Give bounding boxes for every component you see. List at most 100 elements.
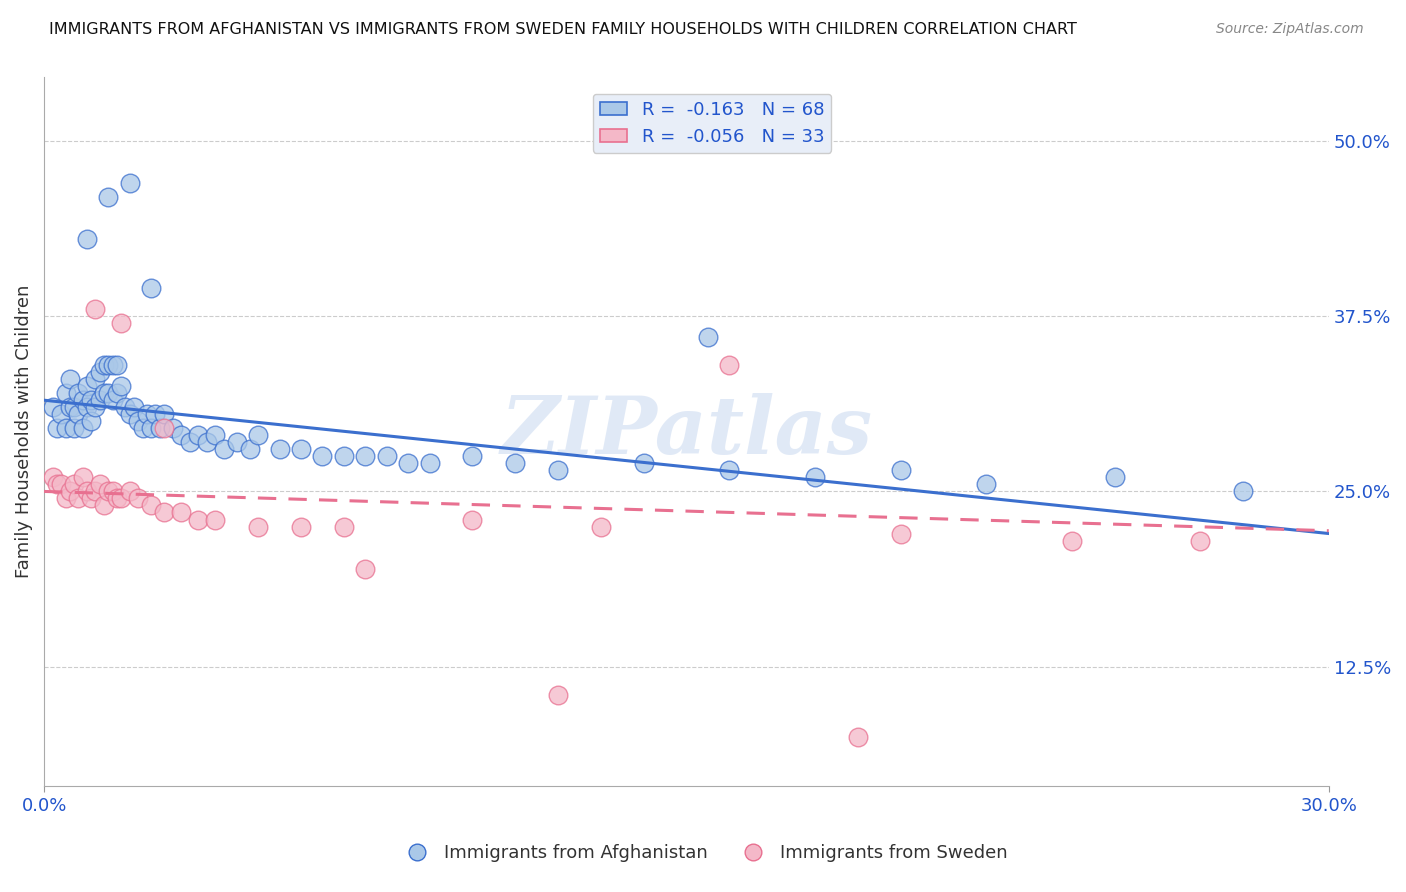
Point — [141, 499, 163, 513]
Point — [76, 379, 98, 393]
Point — [118, 176, 141, 190]
Point — [114, 401, 136, 415]
Point — [718, 358, 741, 372]
Point — [97, 358, 120, 372]
Point — [55, 421, 77, 435]
Point — [55, 386, 77, 401]
Point — [76, 401, 98, 415]
Point — [503, 456, 526, 470]
Point — [97, 484, 120, 499]
Point — [76, 484, 98, 499]
Point — [84, 301, 107, 316]
Point — [633, 456, 655, 470]
Point — [145, 407, 167, 421]
Point — [89, 477, 111, 491]
Point — [105, 386, 128, 401]
Point — [718, 463, 741, 477]
Point — [547, 688, 569, 702]
Point — [1189, 533, 1212, 548]
Legend: R =  -0.163   N = 68, R =  -0.056   N = 33: R = -0.163 N = 68, R = -0.056 N = 33 — [593, 94, 831, 153]
Point — [118, 407, 141, 421]
Legend: Immigrants from Afghanistan, Immigrants from Sweden: Immigrants from Afghanistan, Immigrants … — [391, 838, 1015, 870]
Point — [51, 407, 73, 421]
Point — [97, 190, 120, 204]
Point — [204, 428, 226, 442]
Y-axis label: Family Households with Children: Family Households with Children — [15, 285, 32, 579]
Point — [195, 435, 218, 450]
Point — [80, 491, 103, 506]
Point — [89, 365, 111, 379]
Point — [105, 491, 128, 506]
Point — [846, 730, 869, 744]
Point — [110, 379, 132, 393]
Point — [153, 506, 176, 520]
Point — [84, 401, 107, 415]
Point — [131, 421, 153, 435]
Point — [179, 435, 201, 450]
Point — [80, 414, 103, 428]
Point — [589, 519, 612, 533]
Point — [290, 519, 312, 533]
Point — [63, 477, 86, 491]
Point — [93, 499, 115, 513]
Point — [84, 484, 107, 499]
Point — [127, 414, 149, 428]
Point — [333, 519, 356, 533]
Point — [110, 491, 132, 506]
Point — [804, 470, 827, 484]
Point — [89, 393, 111, 408]
Point — [122, 401, 145, 415]
Point — [59, 372, 82, 386]
Point — [51, 477, 73, 491]
Point — [59, 484, 82, 499]
Point — [41, 470, 63, 484]
Point — [59, 401, 82, 415]
Text: ZIPatlas: ZIPatlas — [501, 393, 873, 471]
Point — [247, 428, 270, 442]
Point — [396, 456, 419, 470]
Point — [63, 421, 86, 435]
Point — [170, 506, 193, 520]
Point — [141, 281, 163, 295]
Point — [290, 442, 312, 457]
Point — [461, 450, 484, 464]
Point — [80, 393, 103, 408]
Point — [101, 358, 124, 372]
Point — [55, 491, 77, 506]
Point — [239, 442, 262, 457]
Point — [63, 401, 86, 415]
Point — [76, 232, 98, 246]
Point — [46, 477, 69, 491]
Point — [1104, 470, 1126, 484]
Point — [354, 561, 377, 575]
Point — [153, 407, 176, 421]
Point — [162, 421, 184, 435]
Point — [67, 386, 90, 401]
Point — [311, 450, 333, 464]
Point — [547, 463, 569, 477]
Point — [974, 477, 997, 491]
Point — [84, 372, 107, 386]
Point — [890, 526, 912, 541]
Point — [225, 435, 247, 450]
Point — [118, 484, 141, 499]
Point — [170, 428, 193, 442]
Text: IMMIGRANTS FROM AFGHANISTAN VS IMMIGRANTS FROM SWEDEN FAMILY HOUSEHOLDS WITH CHI: IMMIGRANTS FROM AFGHANISTAN VS IMMIGRANT… — [49, 22, 1077, 37]
Point — [110, 316, 132, 330]
Point — [153, 421, 176, 435]
Point — [418, 456, 440, 470]
Point — [890, 463, 912, 477]
Point — [212, 442, 235, 457]
Point — [105, 358, 128, 372]
Point — [72, 470, 94, 484]
Point — [1232, 484, 1254, 499]
Point — [204, 512, 226, 526]
Point — [461, 512, 484, 526]
Point — [269, 442, 291, 457]
Point — [101, 484, 124, 499]
Point — [101, 393, 124, 408]
Point — [41, 401, 63, 415]
Point — [93, 358, 115, 372]
Point — [247, 519, 270, 533]
Point — [149, 421, 172, 435]
